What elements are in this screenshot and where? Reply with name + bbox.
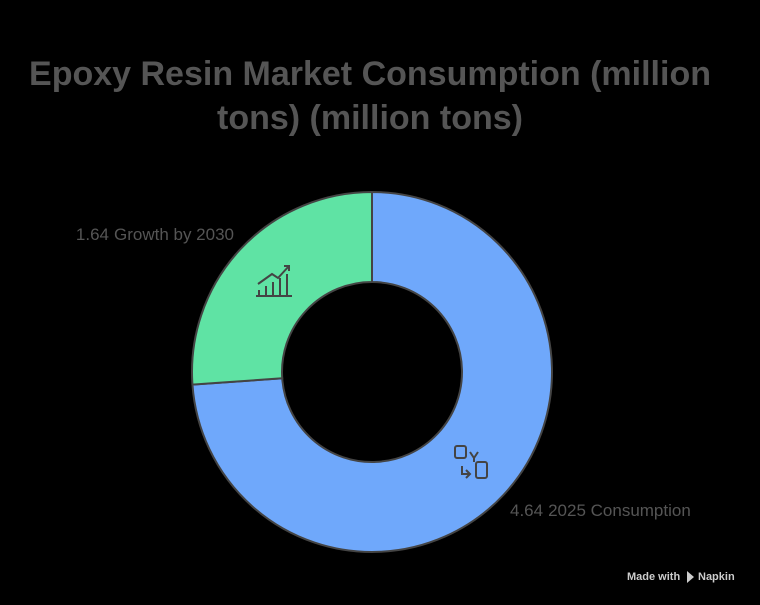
donut-segment: [191, 190, 373, 386]
label-name: 2025 Consumption: [548, 501, 691, 520]
label-value: 1.64: [76, 225, 109, 244]
growth-icon: [256, 265, 292, 297]
label-value: 4.64: [510, 501, 543, 520]
segment-label: 1.64 Growth by 2030: [76, 225, 234, 244]
exchange-icon: [454, 445, 488, 479]
credit-prefix: Made with: [627, 571, 680, 583]
label-name: Growth by 2030: [114, 225, 234, 244]
credit-logo: [687, 571, 694, 583]
chart-title: Epoxy Resin Market Consumption (million …: [29, 55, 711, 137]
segment-label: 4.64 2025 Consumption: [510, 501, 691, 520]
donut-segment: [191, 190, 553, 553]
credit-brand: Napkin: [698, 571, 735, 583]
